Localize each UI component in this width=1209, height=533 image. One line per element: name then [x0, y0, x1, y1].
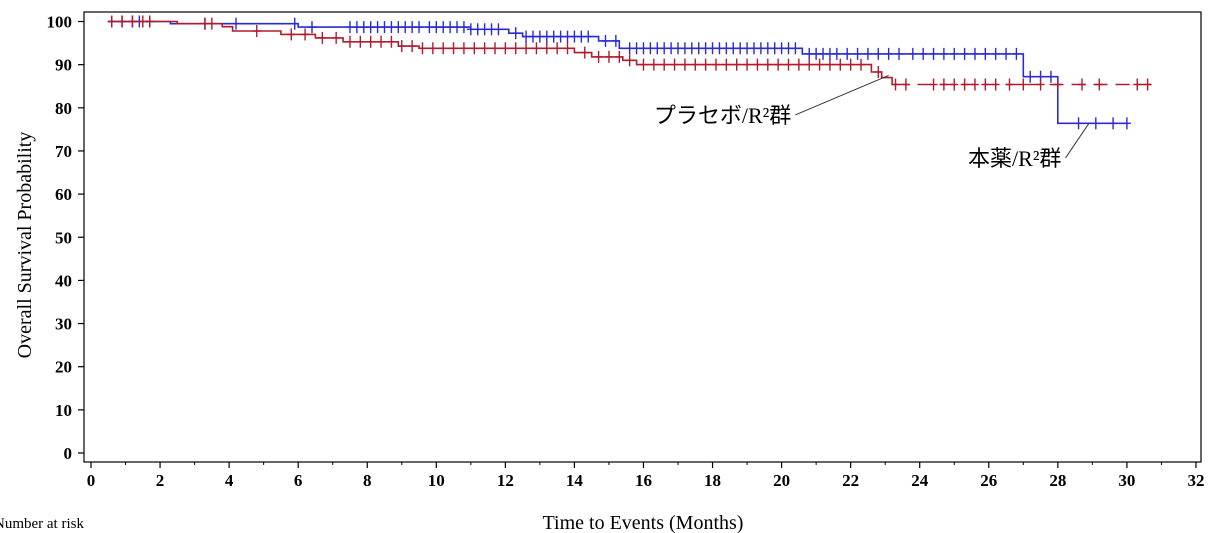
x-tick-label: 20: [773, 471, 790, 490]
y-tick-label: 40: [55, 271, 72, 290]
annotation-label: プラセボ/R²群: [654, 103, 791, 128]
annotation-leader: [1065, 123, 1090, 159]
x-tick-label: 6: [294, 471, 303, 490]
y-tick-label: 100: [47, 13, 73, 32]
y-tick-label: 80: [55, 99, 72, 118]
y-tick-label: 90: [55, 56, 72, 75]
y-tick-label: 70: [55, 142, 72, 161]
y-tick-label: 60: [55, 185, 72, 204]
x-tick-label: 22: [842, 471, 859, 490]
y-tick-label: 0: [64, 444, 73, 463]
annotation-label: 本薬/R²群: [968, 146, 1061, 171]
x-tick-label: 30: [1118, 471, 1135, 490]
x-axis-ticks: 0 2 4 6 8 10 12 14 16 18 20 22 24 26 28 30 32: [87, 462, 1204, 490]
y-tick-label: 20: [55, 358, 72, 377]
x-tick-label: 4: [225, 471, 234, 490]
y-tick-label: 30: [55, 315, 72, 334]
series-layer: [107, 15, 1152, 130]
km-curve-1: [108, 20, 896, 86]
x-tick-label: 16: [635, 471, 652, 490]
km-curve-0: [108, 20, 1127, 125]
y-axis-ticks: 0 10 20 30 40 50 60 70 80 90 100: [47, 13, 84, 463]
plot-frame: [83, 11, 1202, 463]
x-tick-label: 26: [980, 471, 997, 490]
y-axis-title: Overall Survival Probability: [14, 132, 36, 359]
x-tick-label: 24: [911, 471, 929, 490]
series-1: [107, 15, 1152, 91]
annotation-leader: [795, 74, 889, 116]
y-tick-label: 10: [55, 401, 72, 420]
x-tick-label: 0: [87, 471, 96, 490]
x-axis-title: Time to Events (Months): [543, 512, 744, 533]
x-tick-label: 10: [428, 471, 445, 490]
plot-border: [83, 11, 1202, 463]
x-tick-label: 8: [363, 471, 372, 490]
x-tick-label: 12: [497, 471, 514, 490]
x-tick-label: 18: [704, 471, 721, 490]
x-tick-label: 14: [566, 471, 584, 490]
y-tick-label: 50: [55, 228, 72, 247]
series-0: [107, 15, 1131, 130]
x-tick-label: 32: [1187, 471, 1204, 490]
x-tick-label: 2: [156, 471, 165, 490]
number-at-risk-label: Number at risk: [0, 516, 84, 532]
x-tick-label: 28: [1049, 471, 1066, 490]
